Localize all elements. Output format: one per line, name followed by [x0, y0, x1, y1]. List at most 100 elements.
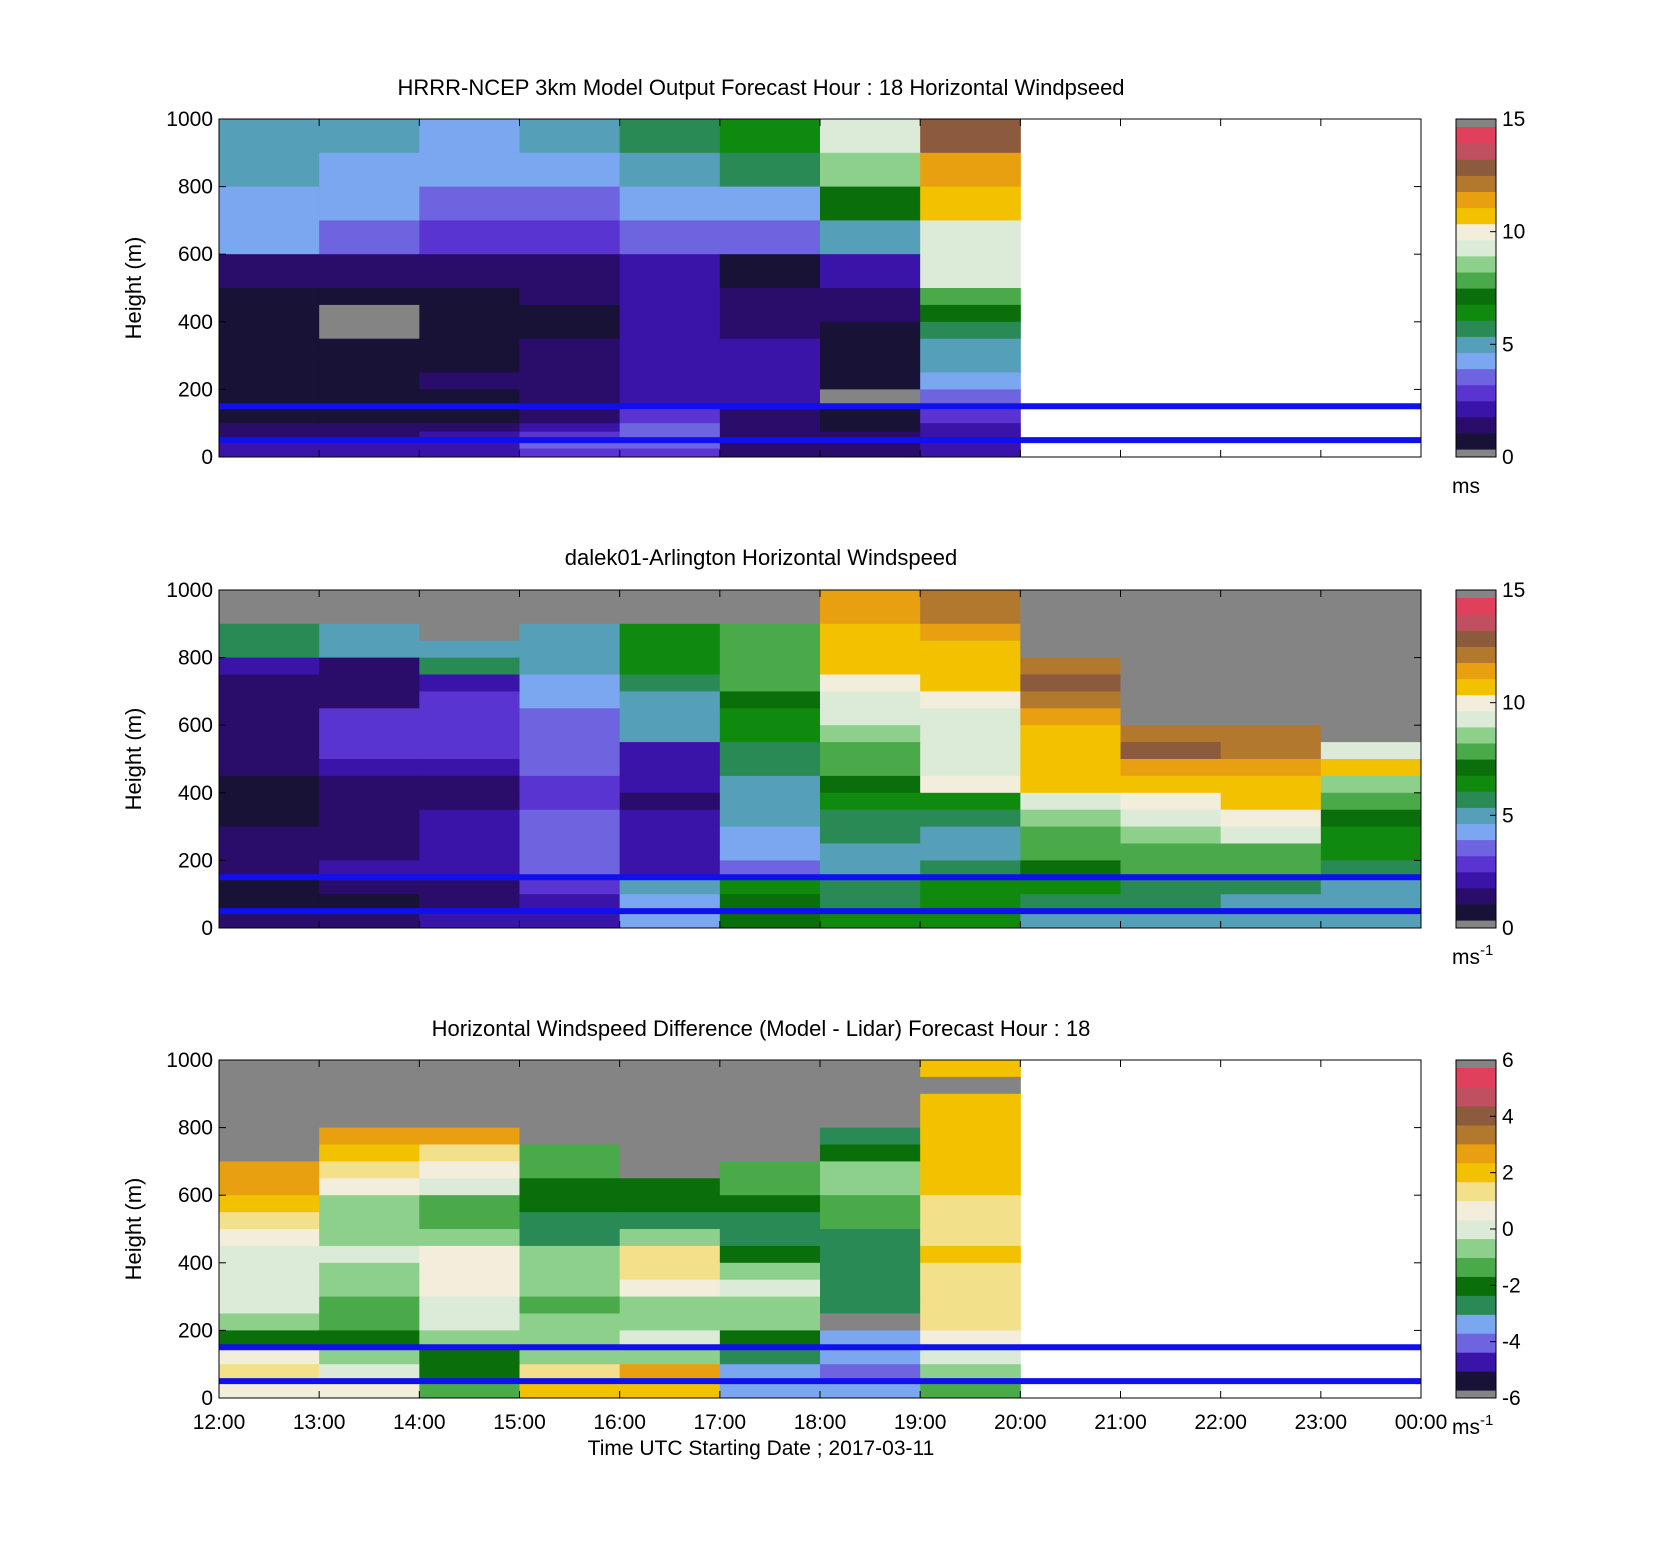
heatmap-cell [219, 640, 320, 659]
heatmap-cell [319, 708, 420, 726]
heatmap-cell [1020, 759, 1121, 777]
heatmap-cell [1120, 691, 1222, 709]
heatmap-cell [719, 657, 821, 675]
heatmap-cell [920, 1144, 1021, 1162]
heatmap-cell [1220, 742, 1322, 760]
heatmap-cell [419, 338, 520, 357]
x-tick-label: 13:00 [293, 1411, 346, 1434]
heatmap-cell [319, 792, 420, 811]
colorbar-swatch [1456, 143, 1496, 160]
colorbar-swatch [1456, 1162, 1496, 1183]
colorbar-swatch [1456, 1181, 1496, 1202]
heatmap-cell [1120, 725, 1222, 743]
heatmap-cell [419, 355, 520, 373]
heatmap-cell [319, 448, 420, 458]
heatmap-cell [319, 304, 420, 323]
heatmap-cell [219, 1093, 320, 1112]
heatmap-cell [619, 911, 721, 929]
heatmap-cell [319, 640, 420, 659]
heatmap-cell [1320, 691, 1422, 709]
heatmap-cell [820, 1296, 921, 1314]
heatmap-cell [219, 775, 320, 794]
heatmap-cell [1220, 911, 1322, 929]
colorbar-swatch [1456, 694, 1496, 712]
heatmap-cell [419, 742, 520, 760]
heatmap-cell [719, 590, 821, 625]
heatmap-cell [1120, 860, 1222, 878]
heatmap-cell [419, 843, 520, 861]
colorbar-swatch [1456, 175, 1496, 192]
heatmap-cell [519, 1229, 621, 1247]
heatmap-cell [519, 220, 621, 255]
heatmap-cell [820, 440, 921, 450]
heatmap-cell [319, 1093, 420, 1112]
heatmap-cell [319, 1212, 420, 1230]
heatmap-cell [419, 775, 520, 794]
heatmap-cell [419, 911, 520, 929]
heatmap-cell [820, 826, 921, 844]
heatmap-cell [820, 1364, 921, 1382]
y-tick-label: 800 [178, 176, 213, 199]
heatmap-cell [920, 1229, 1021, 1247]
heatmap-cell [219, 338, 320, 357]
heatmap-cell [319, 742, 420, 760]
heatmap-cell [219, 119, 320, 154]
colorbar-swatch [1456, 255, 1496, 273]
colorbar-swatch [1456, 336, 1496, 353]
chart-title: HRRR-NCEP 3km Model Output Forecast Hour… [397, 75, 1124, 100]
colorbar-swatch [1456, 678, 1496, 696]
heatmap-cell [519, 372, 621, 390]
heatmap-cell [920, 431, 1021, 441]
colorbar-swatch [1456, 304, 1496, 321]
heatmap-cell [319, 423, 420, 433]
heatmap-cell [1020, 775, 1121, 794]
heatmap-cell [319, 1279, 420, 1298]
heatmap-cell [219, 1245, 320, 1264]
heatmap-cell [719, 1161, 821, 1179]
heatmap-cell [920, 1347, 1021, 1365]
colorbar-swatch [1456, 207, 1496, 225]
heatmap-cell [920, 1110, 1021, 1129]
heatmap-cell [219, 321, 320, 340]
heatmap-cell [1220, 826, 1322, 844]
heatmap-cell [820, 843, 921, 861]
colorbar-swatch [1456, 1314, 1496, 1334]
heatmap-cell [1220, 640, 1322, 659]
heatmap-cell [519, 775, 621, 794]
heatmap-cell [1020, 590, 1121, 625]
heatmap-cell [1120, 792, 1222, 811]
heatmap-cell [319, 220, 420, 255]
colorbar-unit-label: ms [1452, 475, 1480, 498]
heatmap-cell [619, 1296, 721, 1314]
heatmap-cell [219, 1229, 320, 1247]
heatmap-cell [920, 1364, 1021, 1382]
heatmap-cell [519, 877, 621, 895]
heatmap-cell [1020, 826, 1121, 844]
heatmap-cell [1320, 911, 1422, 929]
heatmap-cell [219, 1313, 320, 1331]
heatmap-cell [820, 1127, 921, 1145]
heatmap-cell [719, 1212, 821, 1230]
heatmap-cell [319, 254, 420, 289]
heatmap-cell [719, 1144, 821, 1162]
colorbar-tick-label: 4 [1502, 1105, 1514, 1128]
heatmap-cell [319, 1364, 420, 1382]
heatmap-cell [519, 1076, 621, 1095]
heatmap-cell [519, 440, 621, 450]
heatmap-cell [920, 304, 1021, 323]
heatmap-cell [319, 877, 420, 895]
colorbar-underflow-cap [1456, 1390, 1496, 1398]
colorbar-swatch [1456, 630, 1496, 647]
heatmap-cell [820, 877, 921, 895]
heatmap-cell [820, 674, 921, 692]
colorbar-swatch [1456, 368, 1496, 386]
heatmap-cell [920, 1093, 1021, 1112]
heatmap-cell [219, 406, 320, 424]
heatmap-cell [619, 1245, 721, 1264]
heatmap-cell [319, 1330, 420, 1348]
colorbar-swatch [1456, 320, 1496, 337]
heatmap-cell [1120, 911, 1222, 929]
heatmap-cell [820, 759, 921, 777]
heatmap-cell [619, 877, 721, 895]
heatmap-cell [820, 355, 921, 373]
